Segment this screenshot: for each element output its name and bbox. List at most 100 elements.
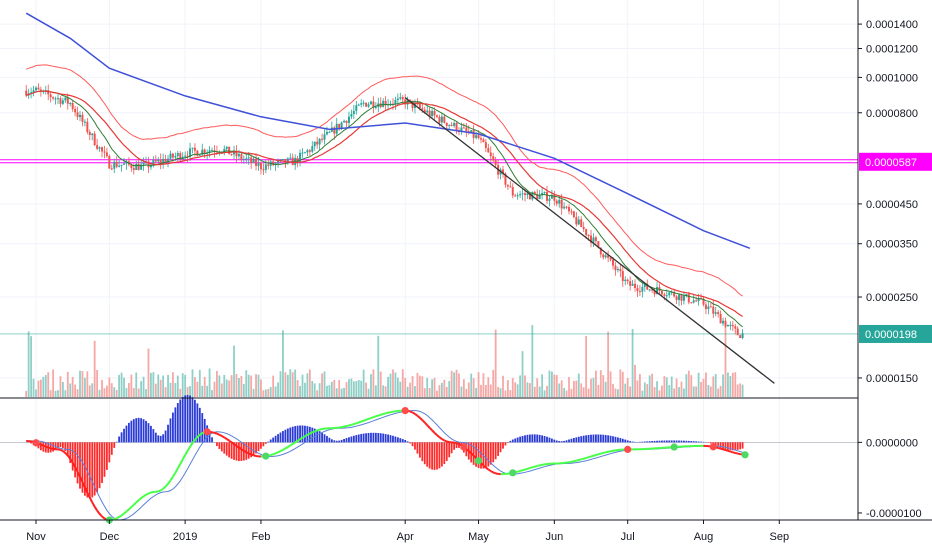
oscillator-line[interactable] xyxy=(43,446,45,447)
cross-marker[interactable] xyxy=(262,453,269,460)
oscillator-line[interactable] xyxy=(95,507,97,511)
oscillator-line[interactable] xyxy=(586,457,588,458)
oscillator-line[interactable] xyxy=(271,454,273,455)
cross-marker[interactable] xyxy=(460,443,467,450)
oscillator-line[interactable] xyxy=(540,465,542,466)
cross-marker[interactable] xyxy=(402,407,409,414)
oscillator-line[interactable] xyxy=(527,468,529,469)
oscillator-line[interactable] xyxy=(439,437,441,439)
oscillator-line[interactable] xyxy=(300,438,302,440)
oscillator-line[interactable] xyxy=(310,432,312,433)
oscillator-line[interactable] xyxy=(51,448,53,449)
cross-marker[interactable] xyxy=(509,469,516,476)
oscillator-line[interactable] xyxy=(283,448,285,449)
oscillator-line[interactable] xyxy=(581,459,583,460)
oscillator-line[interactable] xyxy=(124,512,126,514)
oscillator-line[interactable] xyxy=(530,467,532,468)
oscillator-line[interactable] xyxy=(598,454,600,455)
oscillator-line[interactable] xyxy=(608,451,610,452)
oscillator-line[interactable] xyxy=(168,480,170,483)
oscillator-line[interactable] xyxy=(518,471,520,472)
oscillator-line[interactable] xyxy=(273,453,275,454)
oscillator-line[interactable] xyxy=(117,517,119,518)
oscillator-line[interactable] xyxy=(359,422,361,423)
oscillator-line[interactable] xyxy=(254,455,256,456)
oscillator-panel[interactable] xyxy=(0,395,858,524)
oscillator-line[interactable] xyxy=(303,436,305,437)
oscillator-line[interactable] xyxy=(148,493,150,494)
oscillator-line[interactable] xyxy=(234,444,236,446)
price-panel[interactable] xyxy=(0,13,858,397)
oscillator-line[interactable] xyxy=(574,461,576,462)
oscillator-line[interactable] xyxy=(180,460,182,464)
oscillator-line[interactable] xyxy=(735,453,737,454)
oscillator-line[interactable] xyxy=(417,416,419,418)
oscillator-line[interactable] xyxy=(114,518,116,519)
oscillator-line[interactable] xyxy=(738,454,740,455)
oscillator-line[interactable] xyxy=(383,413,385,414)
oscillator-line[interactable] xyxy=(276,452,278,453)
oscillator-line[interactable] xyxy=(161,489,163,491)
oscillator-line[interactable] xyxy=(139,498,141,500)
oscillator-line[interactable] xyxy=(222,436,224,437)
oscillator-line[interactable] xyxy=(285,447,287,448)
oscillator-line[interactable] xyxy=(166,484,168,487)
oscillator-line[interactable] xyxy=(422,420,424,422)
oscillator-line[interactable] xyxy=(354,423,356,424)
oscillator-line[interactable] xyxy=(312,431,314,432)
oscillator-line[interactable] xyxy=(173,473,175,477)
oscillator-line[interactable] xyxy=(486,468,488,470)
oscillator-line[interactable] xyxy=(437,435,439,437)
oscillator-line[interactable] xyxy=(122,514,124,516)
cross-marker[interactable] xyxy=(204,428,211,435)
oscillator-line[interactable] xyxy=(344,426,346,427)
oscillator-line[interactable] xyxy=(163,487,165,489)
oscillator-line[interactable] xyxy=(376,416,378,417)
oscillator-line[interactable] xyxy=(212,432,214,433)
oscillator-line[interactable] xyxy=(249,453,251,454)
oscillator-line[interactable] xyxy=(232,442,234,444)
oscillator-line[interactable] xyxy=(288,445,290,447)
cross-marker[interactable] xyxy=(710,443,717,450)
oscillator-line[interactable] xyxy=(241,449,243,451)
oscillator-line[interactable] xyxy=(119,515,121,517)
oscillator-line[interactable] xyxy=(200,433,202,435)
oscillator-line[interactable] xyxy=(317,430,319,431)
oscillator-line[interactable] xyxy=(217,434,219,435)
oscillator-line[interactable] xyxy=(596,454,598,455)
oscillator-line[interactable] xyxy=(320,429,322,430)
oscillator-line[interactable] xyxy=(90,498,92,503)
oscillator-line[interactable] xyxy=(307,434,309,435)
oscillator-line[interactable] xyxy=(454,443,456,444)
oscillator-line[interactable] xyxy=(136,500,138,502)
oscillator-line[interactable] xyxy=(369,418,371,419)
oscillator-line[interactable] xyxy=(141,496,143,498)
oscillator-line[interactable] xyxy=(381,414,383,415)
oscillator-line[interactable] xyxy=(723,449,725,450)
oscillator-line[interactable] xyxy=(126,509,128,511)
oscillator-line[interactable] xyxy=(364,420,366,421)
cross-marker[interactable] xyxy=(32,439,39,446)
oscillator-line[interactable] xyxy=(134,502,136,504)
oscillator-line[interactable] xyxy=(430,428,432,431)
oscillator-line[interactable] xyxy=(593,455,595,456)
oscillator-line[interactable] xyxy=(244,451,246,452)
oscillator-line[interactable] xyxy=(432,430,434,432)
oscillator-line[interactable] xyxy=(447,441,449,442)
cross-marker[interactable] xyxy=(671,443,678,450)
oscillator-line[interactable] xyxy=(730,452,732,453)
oscillator-line[interactable] xyxy=(351,424,353,425)
oscillator-line[interactable] xyxy=(535,466,537,467)
oscillator-line[interactable] xyxy=(721,449,723,450)
oscillator-line[interactable] xyxy=(591,456,593,457)
oscillator-line[interactable] xyxy=(435,433,437,435)
oscillator-line[interactable] xyxy=(214,433,216,434)
oscillator-line[interactable] xyxy=(92,502,94,506)
oscillator-line[interactable] xyxy=(425,423,427,426)
oscillator-line[interactable] xyxy=(606,452,608,453)
oscillator-line[interactable] xyxy=(361,421,363,422)
oscillator-line[interactable] xyxy=(388,412,390,413)
oscillator-line[interactable] xyxy=(281,450,283,451)
oscillator-line[interactable] xyxy=(413,413,415,414)
